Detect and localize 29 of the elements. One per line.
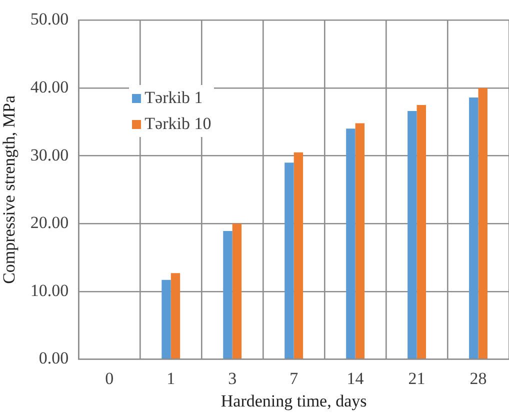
bar [355, 123, 365, 359]
y-tick-label: 10.00 [30, 280, 69, 300]
y-tick-label: 20.00 [30, 213, 69, 232]
legend-label: Tərkib 10 [144, 113, 212, 136]
bar [416, 104, 426, 359]
bar [294, 152, 304, 359]
bar [346, 128, 356, 359]
bar [284, 162, 294, 359]
bar [162, 280, 171, 359]
y-tick-label: 50.00 [30, 10, 69, 29]
x-tick-label: 1 [166, 368, 176, 388]
legend-label: Tərkib 1 [144, 87, 204, 110]
x-tick-label: 21 [408, 368, 426, 388]
x-tick-label: 7 [290, 368, 299, 388]
bar [478, 88, 488, 359]
bar [408, 111, 417, 359]
y-tick-label: 30.00 [30, 145, 69, 164]
bar [232, 224, 242, 359]
y-tick-label: 40.00 [30, 77, 69, 96]
y-axis-title: Compressive strength, MPa [0, 95, 19, 284]
x-tick-label: 3 [228, 368, 237, 388]
bar [469, 97, 478, 359]
x-axis-title: Hardening time, days [220, 391, 367, 410]
y-tick-label: 0.00 [38, 348, 69, 368]
bar [170, 273, 180, 359]
x-tick-label: 14 [346, 368, 364, 388]
x-tick-label: 0 [105, 368, 114, 388]
x-tick-label: 28 [470, 368, 487, 388]
bar [223, 231, 232, 359]
